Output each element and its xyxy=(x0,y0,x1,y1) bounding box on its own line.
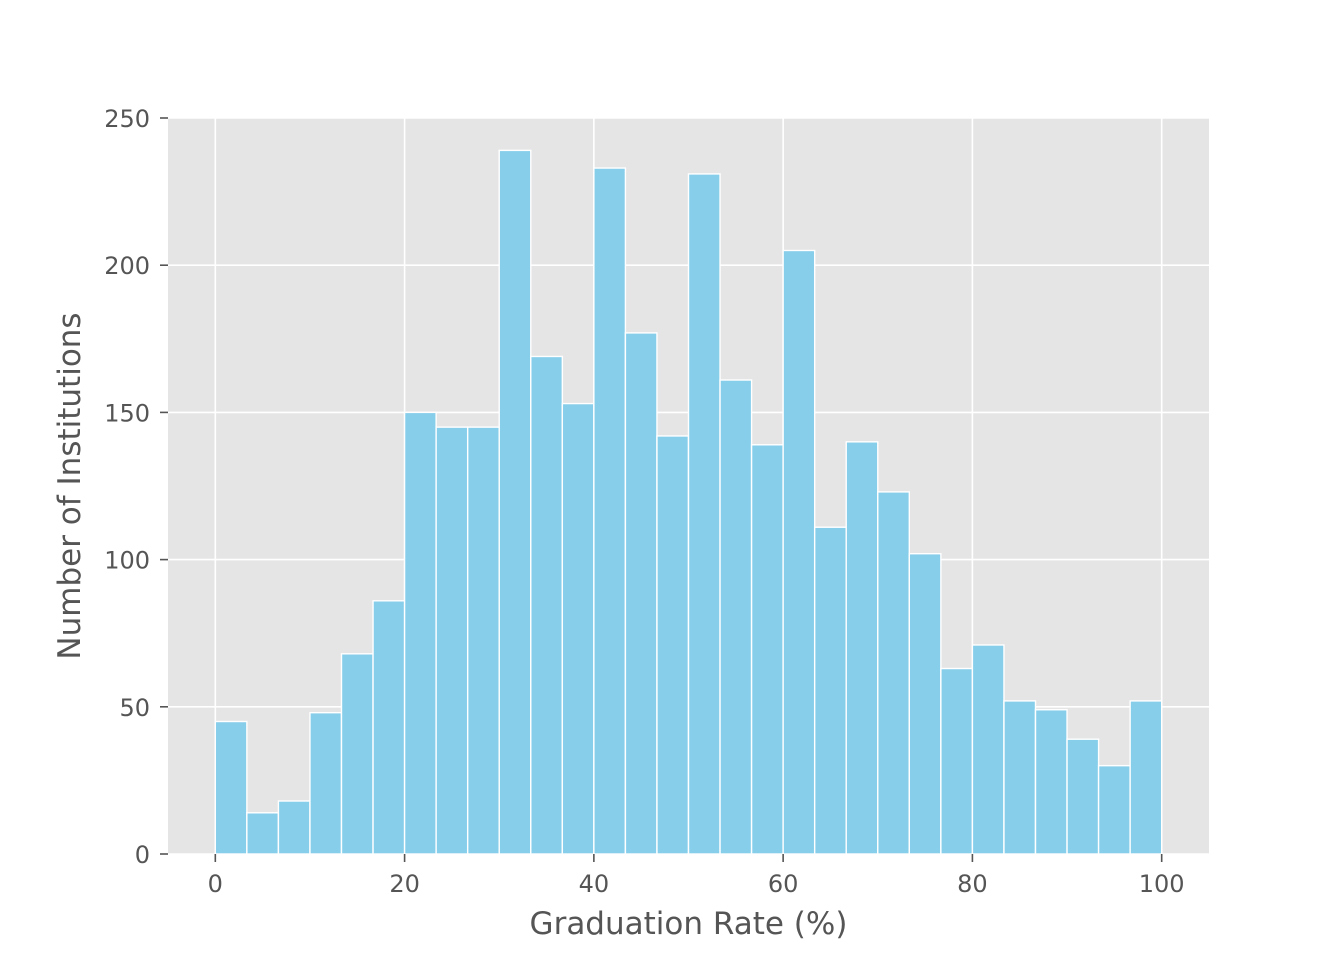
histogram-bar xyxy=(1003,700,1037,855)
histogram-bar xyxy=(466,426,500,855)
histogram-bar xyxy=(1097,764,1131,855)
histogram-bar xyxy=(372,600,406,855)
x-tick-label: 0 xyxy=(208,870,223,898)
histogram-bar xyxy=(687,173,721,855)
histogram-bar xyxy=(277,800,311,855)
histogram-bar xyxy=(750,444,784,855)
x-tick-label: 100 xyxy=(1139,870,1185,898)
histogram-bars xyxy=(214,149,1163,855)
histogram-bar xyxy=(214,720,248,855)
y-axis: 0 50 100 150 200 250 xyxy=(104,105,168,869)
histogram-bar xyxy=(1066,738,1100,855)
x-tick-label: 60 xyxy=(768,870,799,898)
y-axis-label: Number of Institutions xyxy=(52,312,88,659)
histogram-bar xyxy=(719,379,753,855)
histogram-bar xyxy=(782,249,816,855)
histogram-bar xyxy=(656,435,690,855)
histogram-bar xyxy=(1034,709,1068,855)
x-tick-label: 80 xyxy=(957,870,988,898)
histogram-bar xyxy=(435,426,469,855)
x-axis: 0 20 40 60 80 100 xyxy=(208,854,1185,898)
histogram-bar xyxy=(877,491,911,855)
y-tick-label: 0 xyxy=(135,841,150,869)
histogram-bar xyxy=(340,653,374,855)
x-axis-label: Graduation Rate (%) xyxy=(530,906,848,942)
histogram-bar xyxy=(403,411,437,855)
histogram-bar xyxy=(561,402,595,855)
histogram-bar xyxy=(845,441,879,855)
y-tick-label: 150 xyxy=(104,399,150,427)
y-tick-label: 200 xyxy=(104,252,150,280)
histogram-bar xyxy=(624,332,658,855)
histogram-bar xyxy=(593,167,627,855)
histogram-bar xyxy=(246,812,280,855)
histogram-bar xyxy=(813,526,847,855)
histogram-bar xyxy=(530,355,564,855)
histogram-bar xyxy=(971,644,1005,855)
histogram-bar xyxy=(309,711,343,855)
x-tick-label: 20 xyxy=(389,870,420,898)
y-tick-label: 250 xyxy=(104,105,150,133)
y-tick-label: 100 xyxy=(104,547,150,575)
histogram-bar xyxy=(908,553,942,855)
x-tick-label: 40 xyxy=(579,870,610,898)
histogram-bar xyxy=(1129,700,1163,855)
histogram-bar xyxy=(498,149,532,855)
histogram-bar xyxy=(940,667,974,855)
y-tick-label: 50 xyxy=(119,694,150,722)
